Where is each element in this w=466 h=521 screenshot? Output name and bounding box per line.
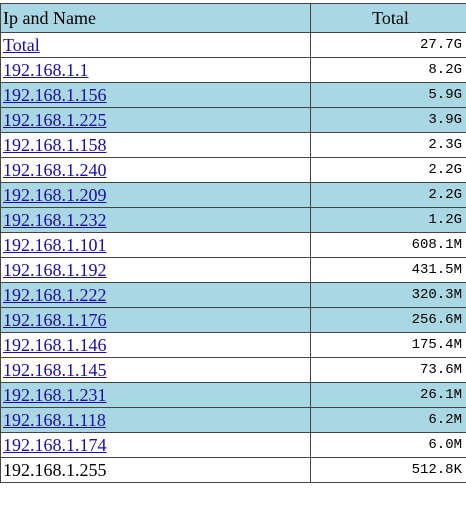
table-row: 192.168.1.231 26.1M [0,382,466,408]
ip-link[interactable]: 192.168.1.176 [3,309,107,330]
table-row: 192.168.1.101 608.1M [0,232,466,258]
table-row: 192.168.1.255 512.8K [0,457,466,483]
table-row: 192.168.1.158 2.3G [0,132,466,158]
table-row: 192.168.1.225 3.9G [0,107,466,133]
table-row: 192.168.1.222 320.3M [0,282,466,308]
ip-name-cell: 192.168.1.176 [0,307,311,333]
ip-name-cell: 192.168.1.156 [0,82,311,108]
total-cell: 2.2G [310,182,466,208]
ip-name-cell: 192.168.1.146 [0,332,311,358]
total-cell: 3.9G [310,107,466,133]
total-cell: 320.3M [310,282,466,308]
ip-link[interactable]: 192.168.1.1 [3,59,89,80]
ip-name-cell: 192.168.1.145 [0,357,311,383]
table-row: 192.168.1.118 6.2M [0,407,466,433]
table-body: Total 27.7G 192.168.1.1 8.2G 192.168.1.156 5.… [0,32,466,483]
total-cell: 6.2M [310,407,466,433]
table-row: 192.168.1.156 5.9G [0,82,466,108]
total-cell: 175.4M [310,332,466,358]
ip-name-cell: 192.168.1.118 [0,407,311,433]
total-cell: 27.7G [310,32,466,58]
ip-name-cell: 192.168.1.222 [0,282,311,308]
ip-name-cell: 192.168.1.209 [0,182,311,208]
ip-name-cell: 192.168.1.1 [0,57,311,83]
ip-name-cell: 192.168.1.240 [0,157,311,183]
table-row: 192.168.1.145 73.6M [0,357,466,383]
column-header-total[interactable]: Total [310,3,466,33]
ip-link[interactable]: 192.168.1.146 [3,334,107,355]
total-cell: 431.5M [310,257,466,283]
ip-link[interactable]: 192.168.1.222 [3,284,107,305]
ip-name-cell: 192.168.1.101 [0,232,311,258]
ip-name-cell: 192.168.1.231 [0,382,311,408]
table-row: 192.168.1.240 2.2G [0,157,466,183]
total-cell: 512.8K [310,457,466,483]
total-cell: 256.6M [310,307,466,333]
table-row: 192.168.1.1 8.2G [0,57,466,83]
ip-link[interactable]: 192.168.1.225 [3,109,107,130]
ip-link[interactable]: 192.168.1.101 [3,234,107,255]
ip-link[interactable]: 192.168.1.209 [3,184,107,205]
ip-name-cell: 192.168.1.192 [0,257,311,283]
table-row: 192.168.1.232 1.2G [0,207,466,233]
ip-link[interactable]: Total [3,34,40,55]
table-row: 192.168.1.209 2.2G [0,182,466,208]
column-header-ip-and-name[interactable]: Ip and Name [0,3,311,33]
total-cell: 8.2G [310,57,466,83]
ip-name-cell: Total [0,32,311,58]
table-row: Total 27.7G [0,32,466,58]
ip-link[interactable]: 192.168.1.174 [3,434,107,455]
ip-label: 192.168.1.255 [3,459,107,480]
total-cell: 608.1M [310,232,466,258]
ip-link[interactable]: 192.168.1.232 [3,209,107,230]
ip-name-cell: 192.168.1.225 [0,107,311,133]
ip-link[interactable]: 192.168.1.192 [3,259,107,280]
ip-link[interactable]: 192.168.1.118 [3,409,106,430]
table-row: 192.168.1.176 256.6M [0,307,466,333]
total-cell: 6.0M [310,432,466,458]
ip-name-cell: 192.168.1.255 [0,457,311,483]
total-cell: 26.1M [310,382,466,408]
table-row: 192.168.1.192 431.5M [0,257,466,283]
ip-name-cell: 192.168.1.174 [0,432,311,458]
ip-link[interactable]: 192.168.1.231 [3,384,107,405]
ip-link[interactable]: 192.168.1.240 [3,159,107,180]
table-row: 192.168.1.174 6.0M [0,432,466,458]
table-row: 192.168.1.146 175.4M [0,332,466,358]
ip-name-cell: 192.168.1.232 [0,207,311,233]
total-cell: 2.2G [310,157,466,183]
total-cell: 73.6M [310,357,466,383]
table-header-row: Ip and Name Total [0,3,466,33]
ip-link[interactable]: 192.168.1.158 [3,134,107,155]
total-cell: 1.2G [310,207,466,233]
total-cell: 5.9G [310,82,466,108]
ip-name-cell: 192.168.1.158 [0,132,311,158]
total-cell: 2.3G [310,132,466,158]
ip-link[interactable]: 192.168.1.156 [3,84,107,105]
traffic-table: Ip and Name Total Total 27.7G 192.168.1.1 8… [0,3,466,483]
ip-link[interactable]: 192.168.1.145 [3,359,107,380]
